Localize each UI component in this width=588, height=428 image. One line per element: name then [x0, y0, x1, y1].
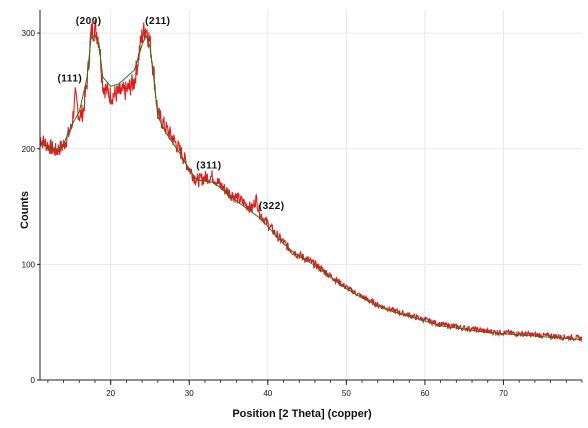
peak-label: (211) [145, 16, 170, 27]
x-tick-label: 70 [499, 389, 508, 398]
x-tick-label: 20 [106, 389, 115, 398]
label-layer: (111) (200) (211) (311) (322) [57, 16, 284, 212]
y-tick-label: 300 [22, 29, 36, 38]
grid-layer [40, 10, 582, 380]
series-layer [39, 19, 583, 343]
peak-label: (322) [259, 201, 285, 212]
observed-series-line [39, 19, 583, 343]
x-tick-label: 50 [342, 389, 351, 398]
fit-series-line [39, 33, 583, 340]
x-axis-title: Position [2 Theta] (copper) [232, 408, 372, 420]
y-tick-label: 0 [31, 376, 36, 385]
axis-layer [39, 10, 582, 381]
y-axis-title: Counts [19, 191, 31, 229]
y-tick-label: 200 [22, 145, 36, 154]
peak-label: (200) [76, 16, 102, 27]
x-tick-label: 60 [420, 389, 429, 398]
peak-label: (111) [57, 74, 82, 85]
x-tick-label: 30 [185, 389, 194, 398]
tick-layer: 0 100 200 300 20 30 40 50 60 70 [22, 29, 583, 398]
x-tick-label: 40 [263, 389, 272, 398]
y-tick-label: 100 [22, 260, 36, 269]
peak-label: (311) [196, 160, 221, 171]
